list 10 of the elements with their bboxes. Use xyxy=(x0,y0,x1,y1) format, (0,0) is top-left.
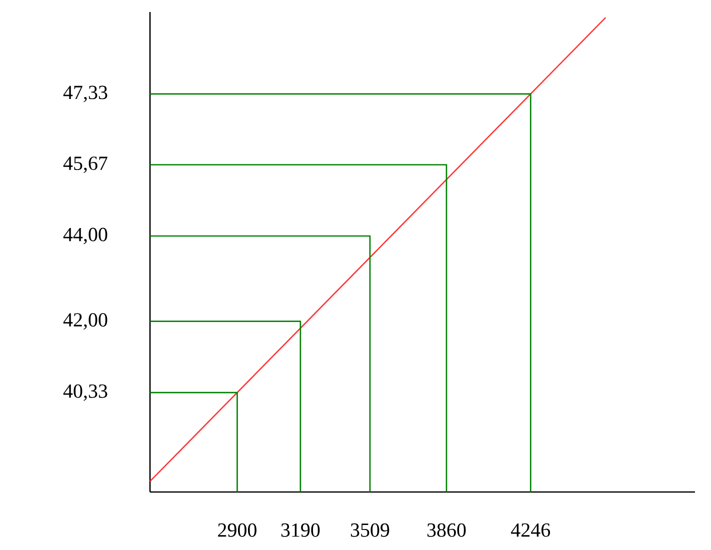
y-tick-label: 47,33 xyxy=(63,86,108,102)
y-tick-label: 45,67 xyxy=(63,156,108,173)
x-tick-label: 3190 xyxy=(281,523,320,537)
x-tick-label: 3860 xyxy=(427,523,466,537)
x-tick-label: 4246 xyxy=(511,523,550,537)
x-tick-label: 2900 xyxy=(218,523,256,537)
y-tick-label: 44,00 xyxy=(63,228,108,244)
y-tick-label: 40,33 xyxy=(63,384,108,401)
x-tick-label: 3509 xyxy=(350,523,390,537)
y-tick-label: 42,00 xyxy=(63,313,108,330)
